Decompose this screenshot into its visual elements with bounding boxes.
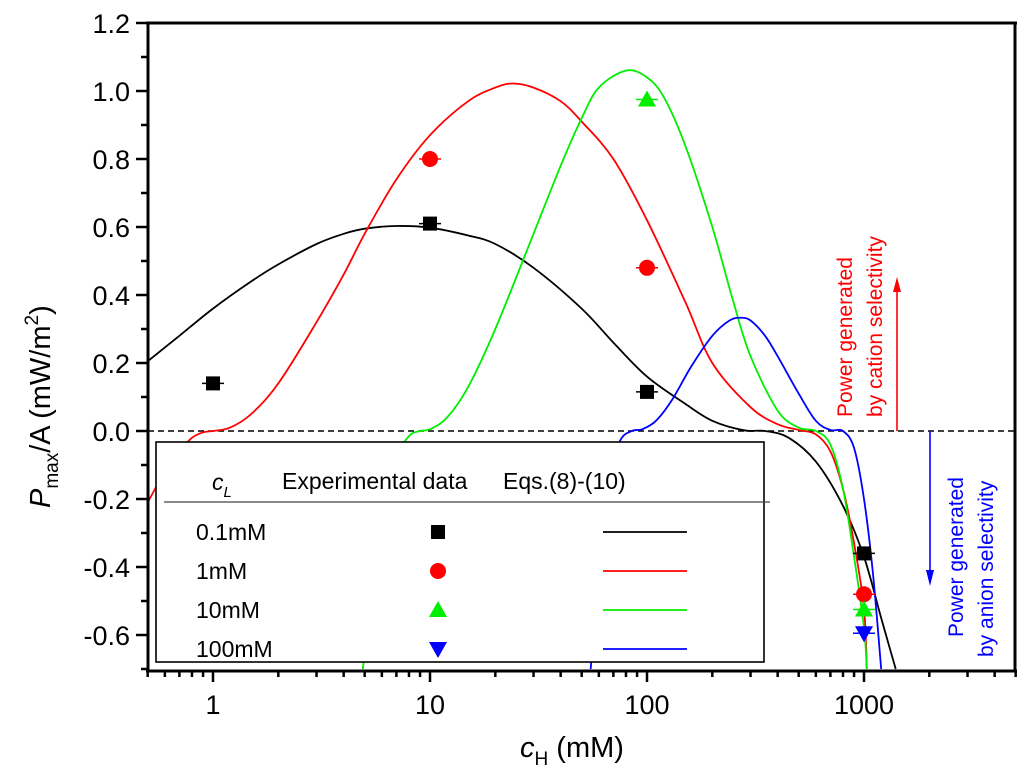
anion-annotation-line1: Power generated xyxy=(945,477,968,637)
data-markers xyxy=(202,90,875,643)
x-axis-title: cH (mM) xyxy=(520,732,624,770)
y-tick-label: 1.2 xyxy=(92,9,130,39)
legend-marker-1mM xyxy=(430,563,446,579)
y-tick-label: 0.4 xyxy=(92,281,130,311)
cation-arrow-head xyxy=(893,277,901,292)
y-axis-title: Pmax/A (mW/m2) xyxy=(22,305,63,508)
legend: cL Experimental data Eqs.(8)-(10) 0.1mM 1… xyxy=(155,441,770,663)
legend-marker-10mM xyxy=(429,601,447,617)
y-tick-label: 0.8 xyxy=(92,145,130,175)
axis-ticks xyxy=(136,21,1017,682)
x-tick-label: 1000 xyxy=(834,690,894,720)
model-curve-10mM xyxy=(361,69,868,670)
data-point-10mM xyxy=(855,600,873,617)
model-curves xyxy=(148,69,897,670)
model-curve-100mM xyxy=(589,316,883,670)
data-point-100mM xyxy=(855,626,873,643)
annotation-anion: Power generated by anion selectivity xyxy=(926,431,998,657)
y-tick-label: 0.0 xyxy=(92,417,130,447)
model-curve-0.1mM xyxy=(148,225,897,670)
y-tick-label: 0.2 xyxy=(92,349,130,379)
legend-label-10mM: 10mM xyxy=(196,597,260,623)
legend-marker-100mM xyxy=(429,642,447,658)
legend-marker-0.1mM xyxy=(431,525,445,539)
legend-header-cl: cL xyxy=(212,469,232,501)
x-tick-label: 10 xyxy=(415,690,445,720)
y-tick-label: 1.0 xyxy=(92,77,130,107)
anion-annotation-line2: by anion selectivity xyxy=(975,480,998,657)
anion-arrow-head xyxy=(926,570,934,586)
y-tick-label: -0.2 xyxy=(83,485,130,515)
y-tick-label: -0.6 xyxy=(83,621,130,651)
legend-label-1mM: 1mM xyxy=(196,558,247,584)
legend-box xyxy=(155,441,765,663)
tick-labels: 1 10 100 1000 1.2 1.0 0.8 0.6 0.4 0.2 0.0 -0.2 -0.4 -… xyxy=(83,9,894,720)
data-point-1mM xyxy=(639,259,655,276)
legend-label-0.1mM: 0.1mM xyxy=(196,519,266,545)
x-tick-label: 1 xyxy=(205,690,220,720)
y-tick-label: -0.4 xyxy=(83,553,130,583)
legend-header-equations: Eqs.(8)-(10) xyxy=(503,468,626,494)
y-tick-label: 0.6 xyxy=(92,213,130,243)
legend-header-experimental: Experimental data xyxy=(282,468,468,494)
cation-annotation-line1: Power generated xyxy=(834,257,857,417)
data-point-0.1mM xyxy=(640,384,654,399)
data-point-0.1mM xyxy=(857,546,871,561)
data-point-1mM xyxy=(856,586,872,603)
legend-label-100mM: 100mM xyxy=(196,636,273,662)
legend-rows: 0.1mM 1mM 10mM 100mM xyxy=(196,519,687,662)
x-tick-label: 100 xyxy=(624,690,669,720)
cation-annotation-line2: by cation selectivity xyxy=(864,236,887,417)
data-point-0.1mM xyxy=(206,376,220,391)
model-curve-1mM xyxy=(148,82,868,670)
data-point-10mM xyxy=(638,90,656,107)
annotation-cation: Power generated by cation selectivity xyxy=(834,236,901,431)
data-point-0.1mM xyxy=(423,216,437,231)
data-point-1mM xyxy=(422,151,438,167)
